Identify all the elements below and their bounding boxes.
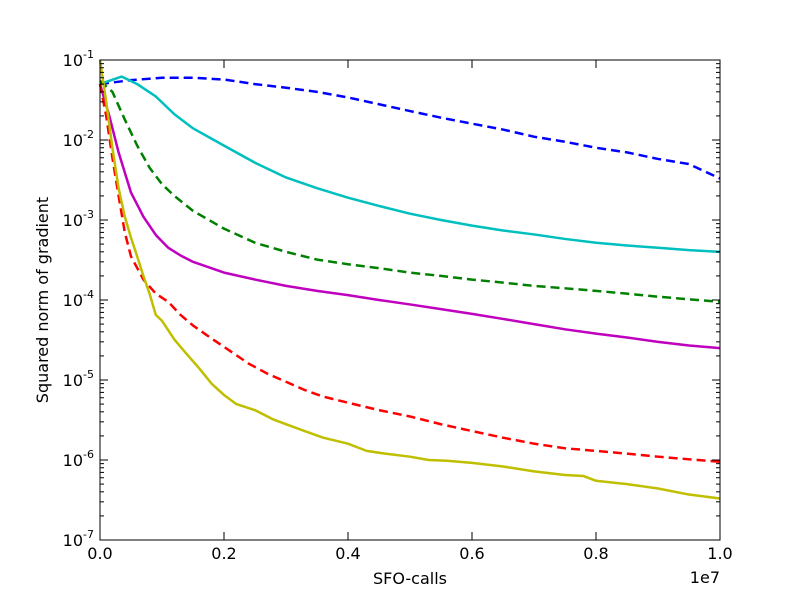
plot-frame <box>99 59 721 541</box>
series-line-3 <box>99 79 721 304</box>
x-tick-label: 0.8 <box>583 544 608 563</box>
x-tick-label: 0.0 <box>87 544 112 563</box>
y-tick-label: 10-4 <box>63 288 94 310</box>
y-tick-label: 10-7 <box>63 528 94 550</box>
x-axis-offset-label: 1e7 <box>690 568 720 587</box>
series-line-1 <box>99 76 721 180</box>
series-lines <box>98 59 721 500</box>
series-line-5 <box>98 83 721 464</box>
series-line-4 <box>98 83 721 350</box>
x-tick-label: 0.6 <box>459 544 484 563</box>
series-line-2 <box>99 75 721 254</box>
y-tick-label: 10-1 <box>63 48 94 70</box>
x-axis-label: SFO-calls <box>373 569 447 588</box>
y-tick-label: 10-2 <box>63 128 94 150</box>
x-tick-label: 1.0 <box>707 544 732 563</box>
y-tick-label: 10-5 <box>63 368 94 390</box>
x-tick-label: 0.4 <box>335 544 360 563</box>
y-tick-label: 10-3 <box>63 208 94 230</box>
series-line-6 <box>98 59 721 500</box>
axes: 0.0 0.2 0.4 0.6 0.8 1.0 10-7 10-6 10-5 10-4 10-3 10… <box>63 48 733 563</box>
y-axis-label: Squared norm of gradient <box>33 197 52 403</box>
x-tick-label: 0.2 <box>211 544 236 563</box>
y-tick-label: 10-6 <box>63 448 94 470</box>
